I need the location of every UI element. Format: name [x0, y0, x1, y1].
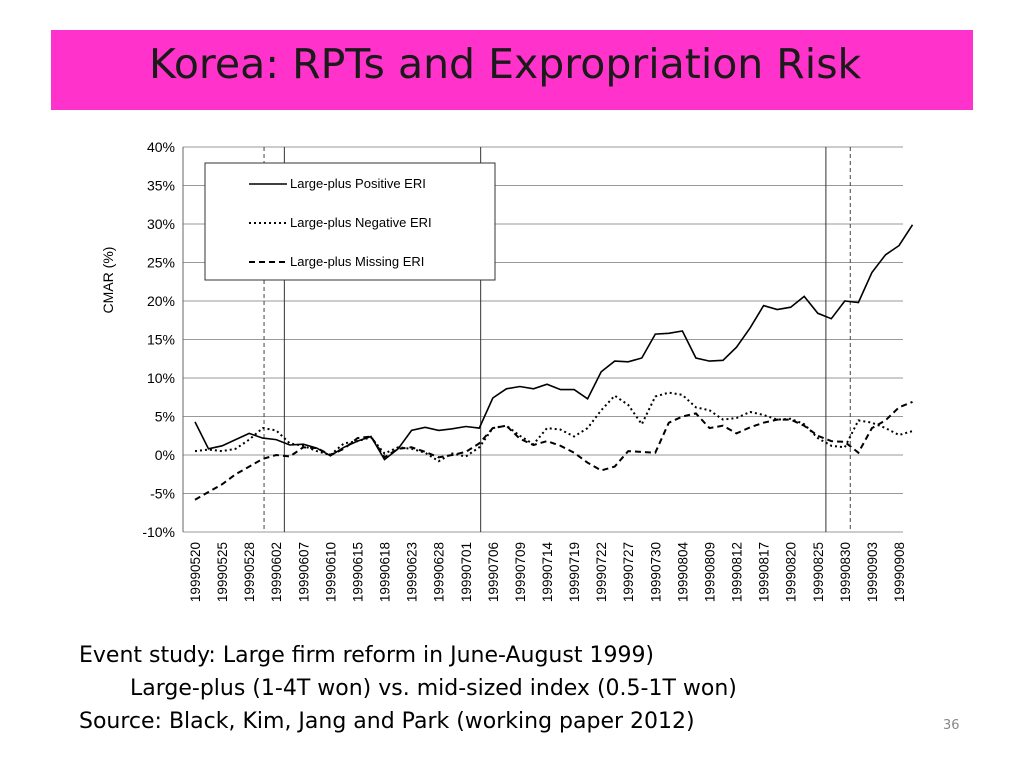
- y-tick-label: 15%: [147, 332, 175, 348]
- x-tick-label: 19990623: [405, 542, 420, 602]
- x-tick-label: 19990701: [459, 542, 474, 602]
- x-tick-label: 19990903: [865, 542, 880, 602]
- legend-label-3: Large-plus Missing ERI: [290, 254, 424, 269]
- page-number: 36: [943, 718, 960, 733]
- x-tick-label: 19990809: [702, 542, 717, 602]
- y-tick-label: 5%: [155, 409, 175, 425]
- cmar-line-chart: -10% -5% 0% 5% 10% 15% 20% 25% 30% 35% 40% 1999052…: [100, 139, 914, 603]
- x-tick-label: 19990607: [296, 542, 311, 602]
- y-axis-label: CMAR (%): [100, 247, 116, 314]
- x-tick-label: 19990730: [648, 542, 663, 602]
- x-tick-label: 19990714: [540, 542, 555, 603]
- x-axis-ticks: 19990520 19990525 19990528 19990602 19990607…: [188, 542, 907, 603]
- slide-title: Korea: RPTs and Expropriation Risk: [149, 40, 862, 88]
- legend-label-2: Large-plus Negative ERI: [290, 215, 432, 230]
- x-tick-label: 19990709: [513, 542, 528, 602]
- gridlines: [182, 146, 903, 533]
- caption-event-study: Event study: Large firm reform in June-A…: [79, 643, 655, 668]
- x-tick-label: 19990520: [188, 542, 203, 602]
- x-tick-label: 19990727: [621, 542, 636, 602]
- x-tick-label: 19990706: [486, 542, 501, 602]
- series-line-3: [194, 400, 913, 501]
- y-tick-label: 0%: [155, 447, 175, 463]
- y-tick-label: 40%: [147, 139, 175, 155]
- y-tick-label: 30%: [147, 216, 175, 232]
- y-tick-label: 10%: [147, 370, 175, 386]
- y-tick-label: 25%: [147, 255, 175, 271]
- x-tick-label: 19990615: [350, 542, 365, 602]
- legend-box: [204, 162, 496, 281]
- x-tick-label: 19990812: [730, 542, 745, 602]
- caption-comparison: Large-plus (1-4T won) vs. mid-sized inde…: [130, 676, 737, 701]
- x-tick-label: 19990528: [242, 542, 257, 602]
- y-tick-label: 20%: [147, 293, 175, 309]
- x-tick-label: 19990610: [323, 542, 338, 602]
- x-tick-label: 19990825: [811, 542, 826, 602]
- x-tick-label: 19990830: [838, 542, 853, 602]
- legend-label-1: Large-plus Positive ERI: [290, 176, 426, 191]
- x-tick-label: 19990722: [594, 542, 609, 602]
- y-tick-label: -5%: [150, 486, 175, 502]
- x-tick-label: 19990820: [784, 542, 799, 602]
- x-tick-label: 19990525: [215, 542, 230, 602]
- y-axis-ticks: -10% -5% 0% 5% 10% 15% 20% 25% 30% 35% 40%: [142, 139, 175, 540]
- legend: Large-plus Positive ERI Large-plus Negati…: [204, 162, 496, 281]
- x-tick-label: 19990908: [892, 542, 907, 602]
- x-tick-label: 19990618: [378, 542, 393, 602]
- caption-source: Source: Black, Kim, Jang and Park (worki…: [79, 709, 695, 734]
- y-tick-label: -10%: [142, 524, 175, 540]
- y-tick-label: 35%: [147, 178, 175, 194]
- title-bar: Korea: RPTs and Expropriation Risk: [51, 30, 973, 110]
- x-tick-label: 19990719: [567, 542, 582, 602]
- x-tick-label: 19990628: [432, 542, 447, 602]
- x-tick-label: 19990817: [757, 542, 772, 602]
- x-tick-label: 19990804: [675, 542, 690, 603]
- series-lines: [194, 224, 914, 501]
- x-tick-label: 19990602: [269, 542, 284, 602]
